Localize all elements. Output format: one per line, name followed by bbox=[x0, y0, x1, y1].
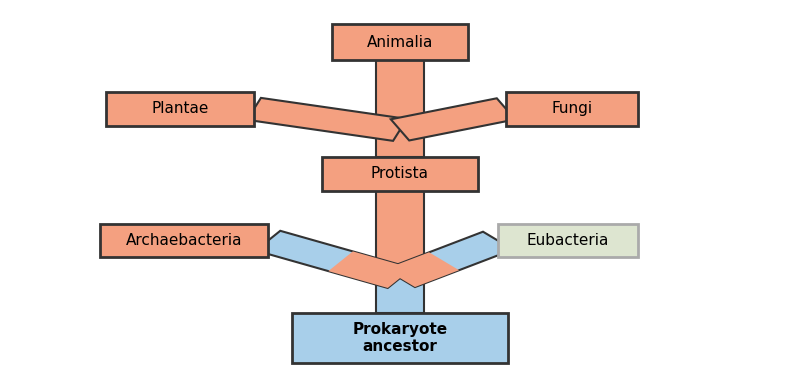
Polygon shape bbox=[376, 265, 424, 313]
FancyBboxPatch shape bbox=[332, 24, 468, 60]
FancyBboxPatch shape bbox=[506, 92, 638, 126]
Text: Fungi: Fungi bbox=[551, 101, 593, 117]
Text: Protista: Protista bbox=[371, 166, 429, 181]
Polygon shape bbox=[247, 98, 407, 141]
FancyBboxPatch shape bbox=[100, 224, 268, 257]
Polygon shape bbox=[328, 251, 412, 288]
Polygon shape bbox=[256, 231, 412, 288]
FancyBboxPatch shape bbox=[322, 157, 478, 191]
Text: Plantae: Plantae bbox=[151, 101, 209, 117]
Text: Eubacteria: Eubacteria bbox=[527, 233, 609, 248]
Polygon shape bbox=[385, 232, 513, 287]
Text: Prokaryote
ancestor: Prokaryote ancestor bbox=[353, 322, 447, 354]
Polygon shape bbox=[376, 191, 424, 265]
FancyBboxPatch shape bbox=[292, 313, 508, 363]
FancyBboxPatch shape bbox=[498, 224, 638, 257]
Polygon shape bbox=[390, 98, 515, 141]
FancyBboxPatch shape bbox=[106, 92, 254, 126]
Polygon shape bbox=[376, 60, 424, 157]
Text: Animalia: Animalia bbox=[367, 34, 433, 50]
Text: Archaebacteria: Archaebacteria bbox=[126, 233, 242, 248]
Polygon shape bbox=[385, 252, 459, 287]
